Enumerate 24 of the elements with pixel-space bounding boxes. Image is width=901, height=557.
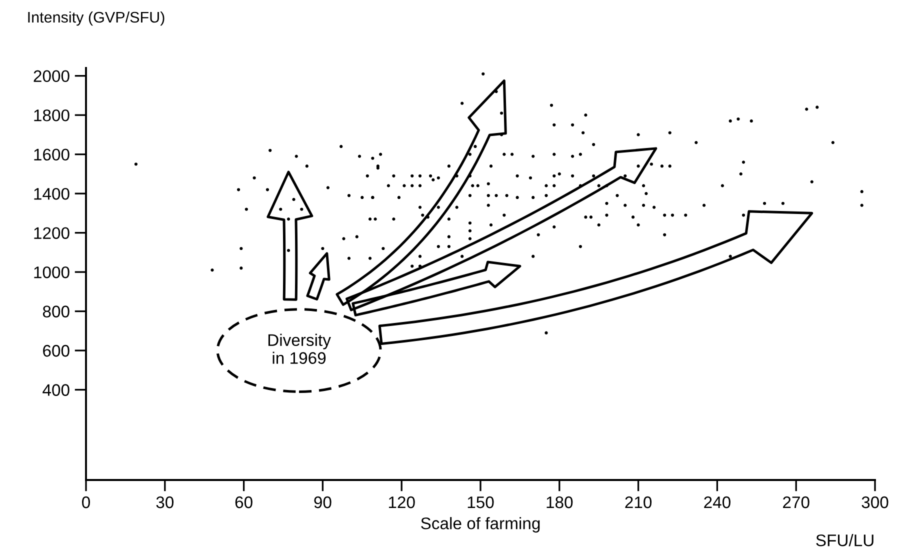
x-tick-label: 150 xyxy=(468,496,494,508)
y-tick-label: 1400 xyxy=(34,188,70,200)
y-tick-label: 1800 xyxy=(34,109,70,122)
y-tick-label: 2000 xyxy=(34,70,70,82)
x-tick-label: 270 xyxy=(783,496,810,508)
y-tick-label: 800 xyxy=(42,306,70,318)
x-tick-label: 240 xyxy=(704,496,730,508)
y-tick-label: 1200 xyxy=(34,227,70,240)
x-tick-label: 180 xyxy=(546,496,573,508)
x-tick-label: 300 xyxy=(862,496,888,508)
x-tick-label: 90 xyxy=(314,496,332,508)
annotation: Diversity in 1969 xyxy=(268,334,331,364)
y-axis-title: Intensity (GVP/SFU) xyxy=(28,11,164,26)
x-axis-title: Scale of farming xyxy=(421,517,540,533)
x-tick-label: 60 xyxy=(235,496,252,508)
x-tick-label: 30 xyxy=(156,496,174,508)
y-tick-label: 1600 xyxy=(34,148,70,161)
x-tick-label: 210 xyxy=(625,496,652,508)
x-tick-label: 0 xyxy=(82,496,90,508)
y-tick-label: 600 xyxy=(43,344,70,357)
text: SFU/LU xyxy=(816,534,874,546)
x-tick-label: 120 xyxy=(388,496,415,508)
y-tick-label: 400 xyxy=(42,384,70,396)
y-tick-label: 1000 xyxy=(34,266,70,278)
